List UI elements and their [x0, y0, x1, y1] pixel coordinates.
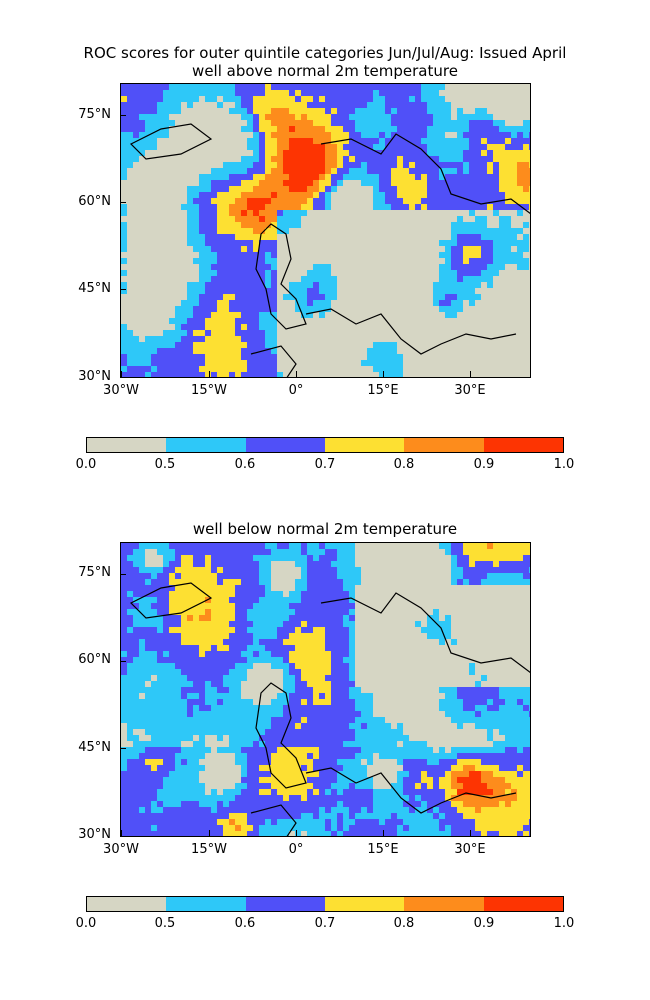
colorbar-tick-label: 0.0 — [75, 457, 97, 472]
coastline-outline — [129, 123, 530, 377]
panel-2-lon-tick: 30°W — [103, 842, 139, 857]
colorbar-tick-label: 1.0 — [553, 916, 575, 931]
x-tick-mark — [209, 371, 210, 377]
panel-1-colorbar — [86, 437, 564, 453]
colorbar-tick-label: 0.0 — [75, 916, 97, 931]
x-tick-mark — [383, 371, 384, 377]
colorbar-tick-label: 1.0 — [553, 457, 575, 472]
panel-1-lat-tick: 75°N — [78, 107, 111, 122]
panel-1-lon-tick: 30°E — [454, 383, 486, 398]
colorbar-segment — [324, 438, 405, 452]
colorbar-tick-label: 0.9 — [473, 916, 495, 931]
panel-1-lon-tick: 15°E — [367, 383, 399, 398]
panel-2-lat-tick: 45°N — [78, 740, 111, 755]
panel-1-lat-tick: 30°N — [78, 369, 111, 384]
y-tick-mark — [120, 377, 126, 378]
panel-2-lon-tick: 0° — [288, 842, 304, 857]
panel-1-title: well above normal 2m temperature — [192, 62, 458, 80]
x-tick-mark — [209, 830, 210, 836]
colorbar-tick-label: 0.5 — [154, 457, 176, 472]
panel-2-lon-tick: 15°W — [191, 842, 227, 857]
y-tick-mark — [120, 748, 126, 749]
colorbar-segment — [166, 438, 246, 452]
x-tick-mark — [470, 371, 471, 377]
panel-2-lat-tick: 60°N — [78, 652, 111, 667]
x-tick-mark — [296, 830, 297, 836]
colorbar-tick-label: 0.6 — [234, 457, 256, 472]
x-tick-mark — [383, 830, 384, 836]
panel-2-lon-tick: 30°E — [454, 842, 486, 857]
figure-title: ROC scores for outer quintile categories… — [83, 44, 567, 62]
colorbar-tick-label: 0.7 — [314, 457, 336, 472]
panel-2-lat-tick: 75°N — [78, 565, 111, 580]
colorbar-segment — [404, 897, 484, 911]
colorbar-segment — [404, 438, 484, 452]
x-tick-mark — [121, 830, 122, 836]
colorbar-segment — [166, 897, 246, 911]
panel-1-lat-tick: 60°N — [78, 194, 111, 209]
roc-score-field — [121, 543, 530, 836]
colorbar-tick-label: 0.5 — [154, 916, 176, 931]
colorbar-segment — [87, 438, 167, 452]
colorbar-tick-label: 0.8 — [393, 916, 415, 931]
panel-1-map — [120, 83, 531, 378]
panel-2-lat-tick: 30°N — [78, 827, 111, 842]
panel-2-colorbar — [86, 896, 564, 912]
colorbar-tick-label: 0.9 — [473, 457, 495, 472]
coastline-outline — [129, 582, 530, 836]
panel-1-lon-tick: 15°W — [191, 383, 227, 398]
colorbar-tick-label: 0.6 — [234, 916, 256, 931]
panel-2-lon-tick: 15°E — [367, 842, 399, 857]
panel-2-title: well below normal 2m temperature — [192, 520, 458, 538]
colorbar-segment — [483, 438, 563, 452]
y-tick-mark — [120, 661, 126, 662]
y-tick-mark — [120, 115, 126, 116]
colorbar-segment — [245, 897, 325, 911]
y-tick-mark — [120, 202, 126, 203]
colorbar-tick-label: 0.7 — [314, 916, 336, 931]
colorbar-segment — [483, 897, 563, 911]
panel-2-map — [120, 542, 531, 837]
x-tick-mark — [470, 830, 471, 836]
panel-1-lon-tick: 30°W — [103, 383, 139, 398]
colorbar-segment — [245, 438, 325, 452]
colorbar-tick-label: 0.8 — [393, 457, 415, 472]
panel-1-lon-tick: 0° — [288, 383, 304, 398]
x-tick-mark — [121, 371, 122, 377]
y-tick-mark — [120, 574, 126, 575]
y-tick-mark — [120, 289, 126, 290]
roc-score-field — [121, 84, 530, 377]
x-tick-mark — [296, 371, 297, 377]
colorbar-segment — [87, 897, 167, 911]
y-tick-mark — [120, 836, 126, 837]
panel-1-lat-tick: 45°N — [78, 281, 111, 296]
colorbar-segment — [324, 897, 405, 911]
